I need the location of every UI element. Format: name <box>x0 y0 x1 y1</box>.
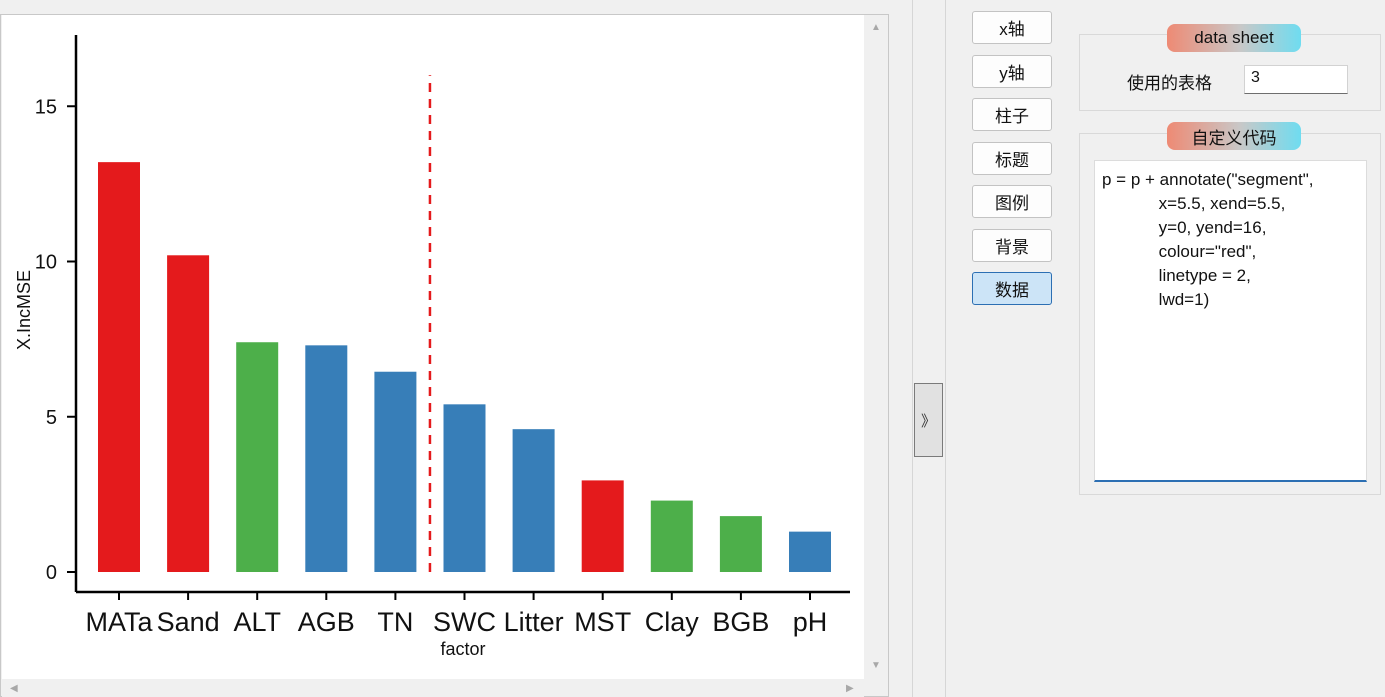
x-tick-label-alt: ALT <box>233 607 281 637</box>
title-button[interactable]: 标题 <box>972 142 1052 175</box>
bar-alt <box>236 342 279 572</box>
table-number-input[interactable]: 3 <box>1244 65 1348 94</box>
x-tick-label-tn: TN <box>377 607 413 637</box>
horizontal-scrollbar[interactable]: ◀ ▶ <box>2 681 864 697</box>
bars-button[interactable]: 柱子 <box>972 98 1052 131</box>
background-button[interactable]: 背景 <box>972 229 1052 262</box>
x-axis-title: factor <box>440 639 485 659</box>
bar-clay <box>650 500 693 572</box>
plot-canvas: 0 5 10 15 MATa Sand ALT AGB TN SWC Litter MST Clay BG… <box>2 15 864 679</box>
bar-agb <box>305 345 348 572</box>
bar-chart: 0 5 10 15 MATa Sand ALT AGB TN SWC Litter MST Clay BG… <box>14 35 850 659</box>
bar-ph <box>789 531 831 572</box>
scroll-down-icon[interactable]: ▼ <box>871 660 881 671</box>
scroll-left-icon[interactable]: ◀ <box>10 683 18 694</box>
data-sheet-title: data sheet <box>1167 24 1301 52</box>
bar-bgb <box>719 516 762 572</box>
bar-sand <box>167 255 210 573</box>
x-tick-label-agb: AGB <box>298 607 355 637</box>
bar-mst <box>581 480 624 572</box>
bar-mata <box>98 162 140 572</box>
scroll-up-icon[interactable]: ▲ <box>871 22 881 33</box>
bar-swc <box>443 404 486 572</box>
vertical-scrollbar[interactable]: ▲ ▼ <box>866 15 888 679</box>
x-axis-button[interactable]: x轴 <box>972 11 1052 44</box>
x-tick-label-sand: Sand <box>157 607 220 637</box>
x-tick-label-litter: Litter <box>504 607 564 637</box>
scroll-right-icon[interactable]: ▶ <box>846 683 854 694</box>
x-tick-label-bgb: BGB <box>712 607 769 637</box>
y-axis-button[interactable]: y轴 <box>972 55 1052 88</box>
bar-litter <box>512 429 555 572</box>
x-tick-label-ph: pH <box>793 607 828 637</box>
collapse-panel-button[interactable]: 》 <box>914 383 943 457</box>
bar-tn <box>374 371 417 572</box>
legend-button[interactable]: 图例 <box>972 185 1052 218</box>
y-tick-label-10: 10 <box>35 252 57 274</box>
x-tick-label-clay: Clay <box>645 607 700 637</box>
x-tick-label-mata: MATa <box>85 607 153 637</box>
y-tick-label-15: 15 <box>35 96 57 118</box>
y-tick-label-5: 5 <box>46 407 57 429</box>
x-tick-label-swc: SWC <box>433 607 496 637</box>
y-tick-label-0: 0 <box>46 562 57 584</box>
data-button[interactable]: 数据 <box>972 272 1052 305</box>
custom-code-editor[interactable]: p = p + annotate("segment", x=5.5, xend=… <box>1094 160 1367 482</box>
custom-code-title: 自定义代码 <box>1167 122 1301 150</box>
x-tick-label-mst: MST <box>574 607 631 637</box>
table-label: 使用的表格 <box>1127 74 1212 93</box>
y-axis-title: X.IncMSE <box>14 270 34 350</box>
panel-splitter[interactable] <box>912 0 946 697</box>
